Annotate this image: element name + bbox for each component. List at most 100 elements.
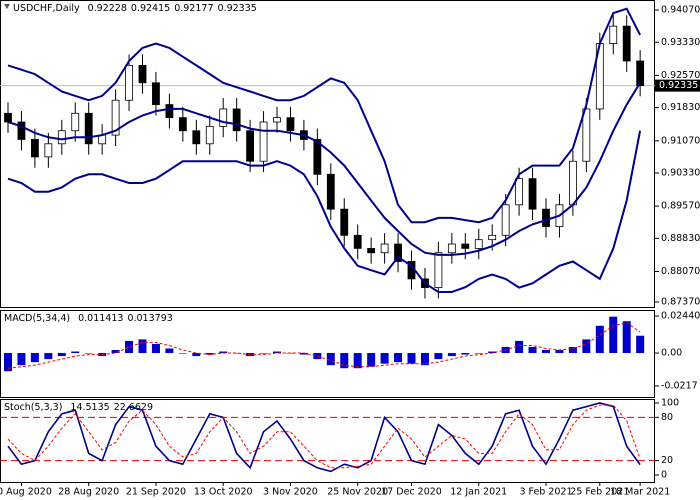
y-tick-label: 20 [661,455,673,466]
candle-body [44,143,53,158]
y-tick-label: 0.91830 [661,102,700,113]
candle-body [474,239,483,249]
y-tick-label: 0.94070 [661,5,700,16]
macd-bar [273,351,281,354]
x-tick-label: 12 Jan 2021 [450,487,507,498]
stoch-panel-frame [0,399,655,483]
y-tick-label: 80 [661,412,673,423]
macd-bar [30,353,39,363]
macd-bar [17,353,26,366]
stoch-signal-line [7,404,641,469]
macd-bar [259,353,268,354]
macd-bar [595,325,604,354]
macd-bar [420,353,429,366]
header-value: 14.5135 [70,402,109,413]
candle-body [434,252,443,289]
candle-body [340,208,349,236]
y-tick-label: 0.88830 [661,233,700,244]
candle-body [542,208,550,228]
macd-bar [138,339,147,354]
macd-bar [125,340,134,354]
macd-bar [582,339,591,354]
macd-bar [71,351,80,354]
candle-body [84,112,93,145]
candle-body [501,204,510,236]
macd-bar [44,353,53,360]
x-tick-label: 28 Aug 2020 [58,487,119,498]
macd-bar [340,353,349,369]
header-value: 0.92177 [174,3,213,14]
y-tick-label: 0.91070 [661,135,700,146]
candle-body [286,117,295,132]
y-tick-label: 0 [661,470,667,481]
panel-header: USDCHF,Daily 0.92228 0.92415 0.92177 0.92335 [13,3,257,14]
header-value: 0.011413 [78,313,123,324]
macd-bar [542,350,550,354]
candle-body [178,117,187,132]
candle-body [582,108,591,162]
macd-bar [232,353,241,354]
candle-body [515,178,523,206]
panel-title: MACD(5,34,4) [4,313,70,324]
candle-body [192,130,201,145]
macd-bar [111,350,120,354]
macd-bar [165,348,174,354]
macd-bar [555,350,564,354]
candle-body [152,82,160,105]
panel-title: Stoch(5,3,3) [4,402,62,413]
header-value: 0.92415 [131,3,170,14]
candle-body [17,121,26,140]
macd-bar [151,343,160,354]
macd-bar [4,353,12,372]
candle-body [609,25,618,44]
macd-bar [528,346,537,354]
candle-body [111,99,120,136]
stoch-main-line [7,402,641,473]
header-value: 0.92228 [88,3,127,14]
candle-body [30,139,39,158]
current-price-box [655,79,700,92]
x-tick-label: 3 Nov 2020 [263,487,318,498]
y-tick-label: 0.92570 [661,70,700,81]
candle-body [488,234,497,241]
x-tick-label: 13 Oct 2020 [194,487,253,498]
candle-body [219,108,228,127]
macd-bar [636,335,645,354]
y-tick-label: 0.93330 [661,37,700,48]
candle-body [273,117,281,123]
symbol-icon [4,4,10,9]
macd-bar [407,353,416,364]
candle-body [636,60,645,87]
macd-bar [394,353,403,363]
macd-bar [178,353,187,354]
macd-bar [461,353,470,355]
candle-body [125,64,133,101]
x-tick-label: 18 Mar 2021 [610,487,670,498]
macd-bar [447,353,456,357]
macd-bar [299,353,308,355]
macd-bar [192,353,201,357]
bollinger-band [7,82,641,256]
candle-body [4,112,12,123]
panel-header: MACD(5,34,4) 0.011413 0.013793 [4,313,173,324]
candle-body [353,234,362,249]
candle-body [528,178,537,210]
candle-body [165,104,174,119]
macd-bar [326,353,335,366]
macd-bar [219,351,228,354]
x-tick-label: 25 Feb 2021 [570,487,629,498]
macd-bar [380,353,389,364]
y-tick-label: 0.00 [661,348,682,359]
candle-body [326,173,335,210]
bollinger-band [7,130,642,293]
macd-bar [205,353,214,355]
x-tick-label: 21 Sep 2020 [126,487,186,498]
x-tick-label: 25 Nov 2020 [327,487,388,498]
y-tick-label: -0.0217 [661,380,698,391]
y-tick-label: 0.88070 [661,266,700,277]
y-tick-label: 0.024407 [661,311,700,322]
current-price-label: 0.92335 [659,80,698,91]
macd-panel-frame [0,310,655,398]
